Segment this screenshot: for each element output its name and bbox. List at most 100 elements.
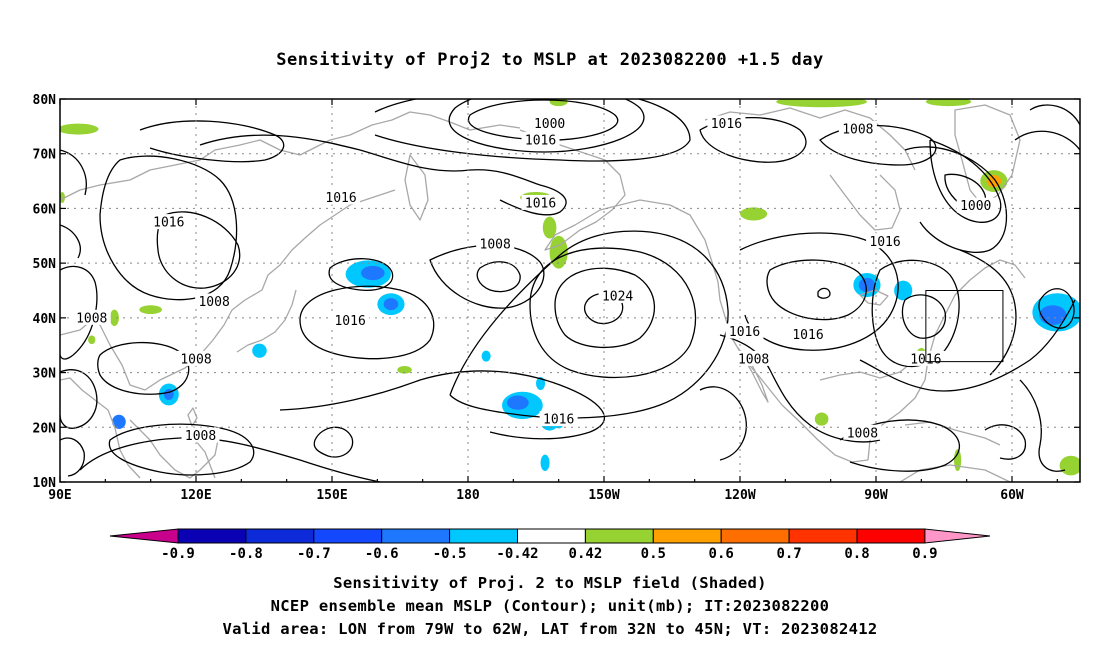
coastline-kamchatka [404, 154, 429, 221]
contour-label-bg [331, 312, 370, 328]
contour-line [819, 124, 937, 166]
contour-line [429, 244, 545, 309]
contour-label-bg [789, 326, 827, 342]
colorbar-segment [381, 528, 451, 544]
coastline-asia-north [60, 111, 521, 201]
contour-label: 1008 [847, 426, 878, 441]
colorbar-label: 0.5 [641, 546, 666, 562]
sensitivity-patch [112, 414, 126, 429]
coastline-north-america-west [711, 261, 869, 463]
contour-line [529, 247, 697, 379]
coastline-japan [236, 289, 297, 353]
colorbar-label: -0.8 [229, 546, 263, 562]
sensitivity-patch [60, 123, 99, 135]
contour-line [139, 120, 285, 163]
sensitivity-patch [361, 265, 385, 281]
coastline-southeast-asia [129, 419, 219, 479]
contour-line [871, 259, 960, 368]
contour-line [1019, 379, 1066, 472]
contour-line [60, 437, 85, 477]
colorbar-label: 0.9 [912, 546, 937, 562]
contour-line [739, 232, 899, 351]
contour-line [901, 294, 947, 339]
coastline-canada-arctic [704, 107, 916, 171]
contour-label: 1008 [180, 352, 211, 367]
colorbar-label: -0.6 [365, 546, 399, 562]
sensitivity-patch [1059, 455, 1080, 476]
lat-tick-label: 10N [33, 476, 57, 491]
sensitivity-patch [481, 350, 491, 362]
caption-line-1: Sensitivity of Proj. 2 to MSLP field (Sh… [333, 574, 767, 592]
lon-tick-label: 150W [588, 488, 619, 503]
contour-line [60, 224, 81, 259]
contour-label-bg [521, 132, 560, 148]
sensitivity-patch [776, 99, 867, 108]
contour-line [467, 99, 619, 141]
contour-label: 1000 [960, 199, 991, 214]
sensitivity-patch [397, 366, 412, 374]
contour-label: 1008 [76, 311, 107, 326]
contour-label: 1008 [738, 352, 769, 367]
colorbar-segment [449, 528, 519, 544]
contour-label-bg [181, 427, 220, 443]
contour-label: 1008 [480, 237, 511, 252]
contour-label-bg [598, 287, 637, 303]
contour-line [156, 211, 241, 289]
colorbar-right-cap [924, 528, 991, 544]
contour-label-bg [322, 189, 361, 205]
colorbar-segment [245, 528, 315, 544]
lat-tick-label: 80N [33, 93, 57, 108]
contour-label: 1016 [792, 328, 823, 343]
map-title: Sensitivity of Proj2 to MSLP at 20230822… [276, 50, 824, 70]
sensitivity-patch [858, 277, 876, 293]
contour-label: 1000 [534, 117, 565, 132]
contour-line [699, 116, 807, 163]
contour-line [766, 259, 867, 321]
colorbar-label: 0.7 [776, 546, 801, 562]
coastline-china-south [60, 377, 141, 479]
coastline-asia-east [60, 189, 396, 391]
contour-label: 1008 [185, 429, 216, 444]
colorbar-label: -0.9 [161, 546, 195, 562]
colorbar-segment [856, 528, 926, 544]
contour-line [97, 341, 190, 395]
contour-line [984, 424, 1027, 460]
contour-line [60, 369, 98, 429]
lat-tick-label: 70N [33, 148, 57, 163]
contour-line [79, 437, 381, 482]
contour-line [929, 139, 1002, 223]
colorbar: -0.9 -0.8 -0.7 -0.6 -0.5 -0.42 0.42 0.5 0.6 0.7 0.… [109, 528, 991, 562]
axis-ticks [59, 98, 1080, 483]
lat-tick-label: 40N [33, 312, 57, 327]
lon-tick-label: 60W [1000, 488, 1024, 503]
contour-label: 1008 [842, 123, 873, 138]
caption-line-3: Valid area: LON from 79W to 62W, LAT fro… [222, 620, 878, 638]
colorbar-label: 0.8 [844, 546, 869, 562]
lon-tick-label: 150E [316, 488, 347, 503]
colorbar-label: -0.5 [433, 546, 467, 562]
colorbar-segment [517, 528, 586, 544]
sensitivity-patch [542, 216, 557, 239]
contour-line [279, 370, 605, 440]
sensitivity-patch [252, 343, 267, 358]
contour-label-bg [530, 115, 569, 131]
contour-line [699, 386, 747, 461]
contour-line [313, 426, 354, 458]
sensitivity-patch [814, 412, 829, 426]
sensitivity-patch [506, 395, 529, 410]
contour-label: 1008 [198, 295, 229, 310]
lon-tick-label: 180 [456, 488, 480, 503]
contour-label-bg [195, 293, 234, 309]
contour-label-bg [72, 309, 111, 325]
colorbar-segment [177, 528, 247, 544]
colorbar-segment [313, 528, 383, 544]
colorbar-segment [720, 528, 790, 544]
contour-line [60, 149, 87, 196]
sensitivity-patch [109, 309, 119, 327]
contour-line [817, 287, 831, 299]
contour-label: 1016 [711, 117, 742, 132]
contour-label: 1016 [325, 191, 356, 206]
lon-tick-label: 120W [724, 488, 755, 503]
contour-label-bg [734, 350, 773, 366]
